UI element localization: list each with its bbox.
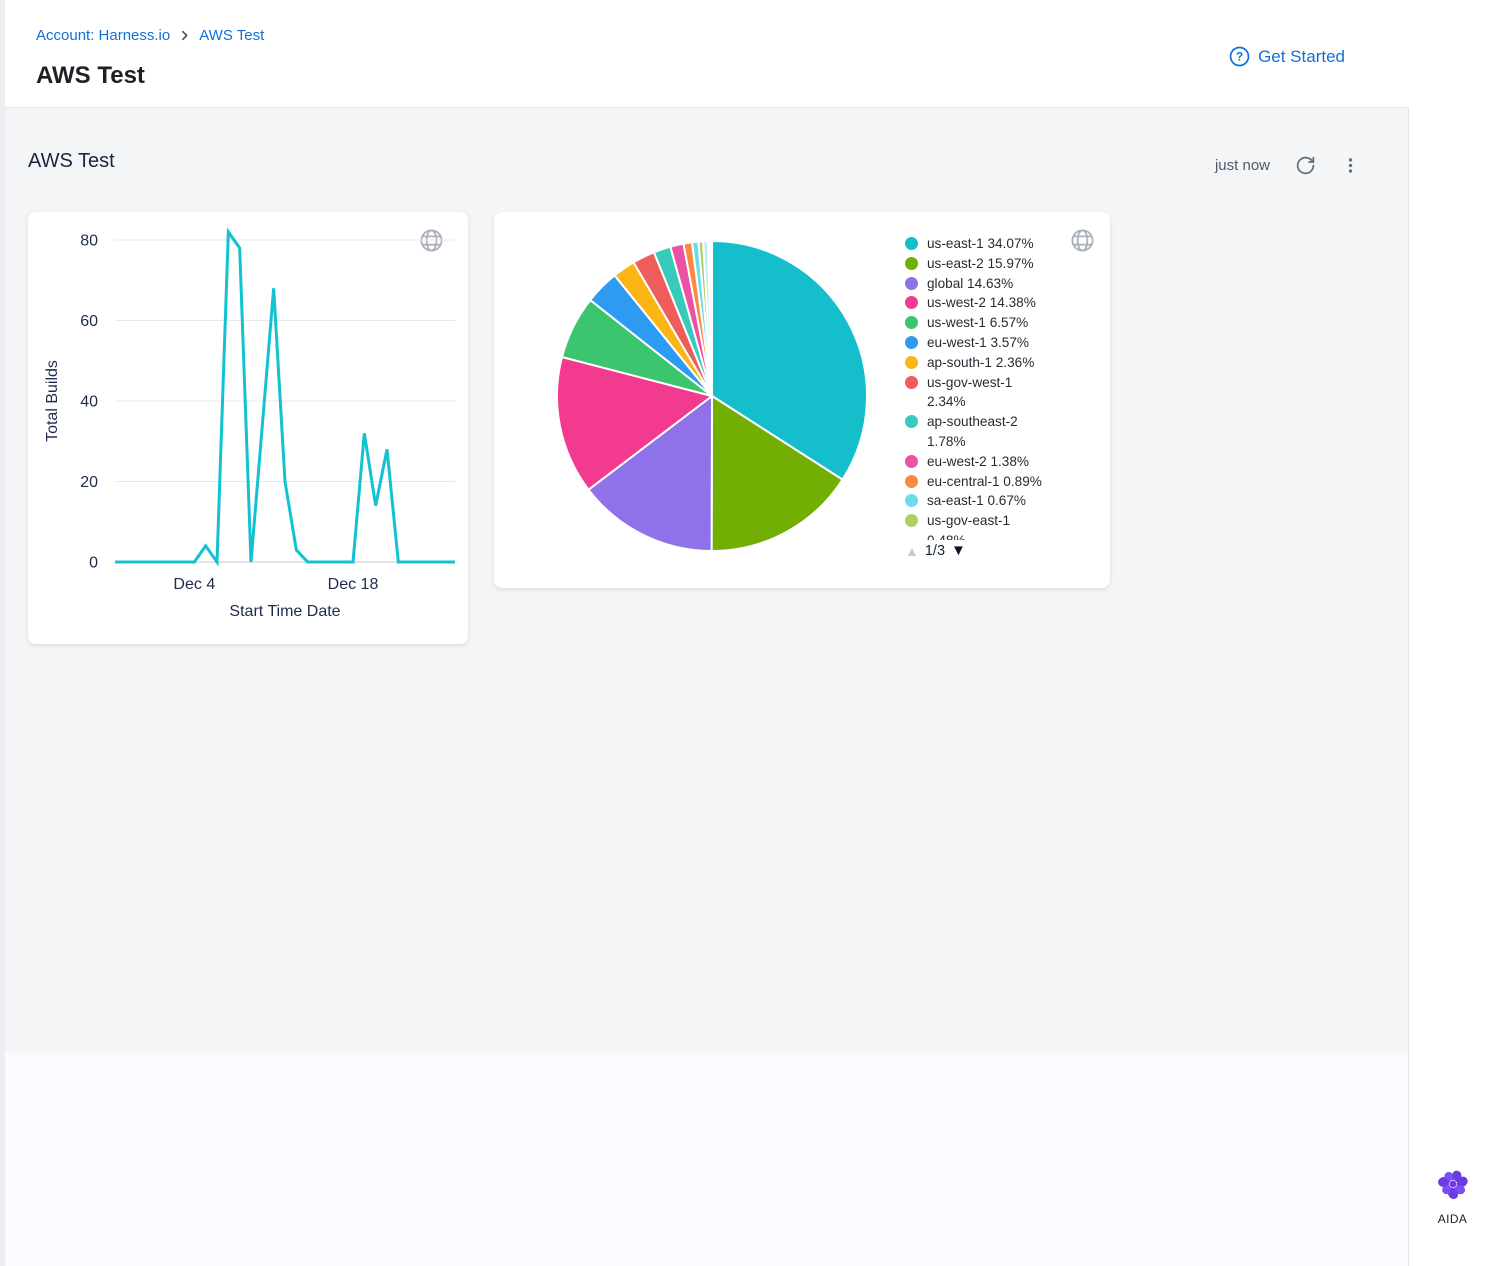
dashboard-actions: just now xyxy=(1215,152,1360,178)
legend-label: ap-south-1 2.36% xyxy=(927,354,1035,370)
chevron-right-icon xyxy=(178,29,191,42)
legend-item[interactable]: eu-central-1 0.89% xyxy=(905,472,1069,492)
legend-dot xyxy=(905,454,918,468)
svg-text:Start Time Date: Start Time Date xyxy=(229,603,340,620)
total-builds-chart-card: 0 20 40 60 80 Dec 4 Dec 18 Start Time Date Total… xyxy=(28,212,468,644)
legend-item[interactable]: sa-east-1 0.67% xyxy=(905,491,1069,511)
right-panel: AIDA xyxy=(1408,107,1496,1266)
last-refreshed-text: just now xyxy=(1214,156,1270,174)
legend-item[interactable]: us-west-1 6.57% xyxy=(905,313,1069,333)
legend-label: us-west-1 6.57% xyxy=(927,315,1029,331)
legend-item[interactable]: us-gov-east-10.48% xyxy=(905,511,1069,540)
svg-text:80: 80 xyxy=(80,233,98,250)
svg-text:Dec 4: Dec 4 xyxy=(173,576,215,593)
legend-label: eu-central-1 0.89% xyxy=(927,473,1042,489)
svg-text:Total Builds: Total Builds xyxy=(44,360,61,442)
canvas-footer-area xyxy=(5,1053,1408,1266)
legend-dot xyxy=(905,375,918,389)
legend-label: us-east-1 34.07% xyxy=(927,236,1034,251)
legend-item[interactable]: us-east-2 15.97% xyxy=(905,254,1069,274)
legend-pager: ▲ 1/3 ▼ xyxy=(905,542,966,559)
aida-label: AIDA xyxy=(1437,1212,1468,1226)
refresh-button[interactable] xyxy=(1295,155,1316,176)
breadcrumb: Account: Harness.io AWS Test xyxy=(36,27,264,44)
legend-dot xyxy=(905,494,918,508)
svg-text:40: 40 xyxy=(80,394,98,411)
svg-text:60: 60 xyxy=(80,313,98,330)
get-started-label: Get Started xyxy=(1258,46,1345,66)
legend-item[interactable]: ap-southeast-2 1.78% xyxy=(905,412,1069,452)
legend-dot xyxy=(905,276,918,290)
legend-dot xyxy=(905,474,918,488)
legend-dot xyxy=(905,316,918,330)
regions-pie-chart[interactable] xyxy=(554,238,870,554)
dashboard-canvas: AWS Test just now 0 20 40 60 80 Dec 4 Dec 18 St… xyxy=(5,108,1408,1053)
dashboard-title: AWS Test xyxy=(28,150,115,172)
legend-label: sa-east-1 0.67% xyxy=(927,493,1026,509)
legend-dot xyxy=(905,514,918,528)
page-header: Account: Harness.io AWS Test AWS Test ? … xyxy=(5,0,1496,107)
legend-page-indicator: 1/3 xyxy=(924,542,946,559)
legend-page-down-button[interactable]: ▼ xyxy=(951,542,966,559)
legend-label: eu-west-1 3.57% xyxy=(927,334,1030,350)
legend-item[interactable]: us-gov-west-1 2.34% xyxy=(905,373,1069,413)
legend-item[interactable]: us-east-1 34.07% xyxy=(905,234,1069,254)
legend-label: us-west-2 14.38% xyxy=(927,295,1036,311)
more-options-button[interactable] xyxy=(1341,156,1360,175)
regions-pie-chart-card: us-east-1 34.07% us-east-2 15.97% global 1… xyxy=(494,212,1110,588)
breadcrumb-current-link[interactable]: AWS Test xyxy=(199,27,265,44)
legend-dot xyxy=(905,237,918,250)
legend-label: us-gov-east-10.48% xyxy=(927,513,1011,540)
legend-dot xyxy=(905,256,918,270)
globe-icon xyxy=(1069,227,1096,259)
legend-label: eu-west-2 1.38% xyxy=(927,453,1030,469)
header-divider xyxy=(5,107,1409,108)
breadcrumb-account-link[interactable]: Account: Harness.io xyxy=(36,27,171,44)
nav-collapse-strip[interactable] xyxy=(0,0,5,1266)
svg-text:Dec 18: Dec 18 xyxy=(328,576,379,593)
legend-label: us-east-2 15.97% xyxy=(927,255,1034,271)
svg-text:?: ? xyxy=(1236,50,1243,64)
legend-label: us-gov-west-1 2.34% xyxy=(927,374,1013,410)
legend-label: global 14.63% xyxy=(927,275,1014,291)
legend-dot xyxy=(905,296,918,310)
legend-dot xyxy=(905,415,918,429)
total-builds-line-chart[interactable]: 0 20 40 60 80 Dec 4 Dec 18 Start Time Date Total… xyxy=(28,212,468,644)
get-started-link[interactable]: ? Get Started xyxy=(1229,46,1345,67)
svg-text:0: 0 xyxy=(89,555,98,572)
legend-item[interactable]: eu-west-2 1.38% xyxy=(905,452,1069,472)
legend-page-up-button[interactable]: ▲ xyxy=(905,542,919,559)
legend-label: ap-southeast-2 1.78% xyxy=(927,414,1018,449)
aida-icon xyxy=(1434,1165,1472,1208)
legend-item[interactable]: eu-west-1 3.57% xyxy=(905,333,1069,353)
pie-legend: us-east-1 34.07% us-east-2 15.97% global 1… xyxy=(905,234,1069,540)
legend-item[interactable]: us-west-2 14.38% xyxy=(905,293,1069,313)
help-icon: ? xyxy=(1229,46,1250,67)
legend-dot xyxy=(905,335,918,349)
legend-dot xyxy=(905,355,918,369)
page-title: AWS Test xyxy=(36,62,145,89)
legend-item[interactable]: global 14.63% xyxy=(905,274,1069,294)
aida-widget[interactable]: AIDA xyxy=(1409,1165,1496,1226)
svg-text:20: 20 xyxy=(80,474,98,491)
legend-item[interactable]: ap-south-1 2.36% xyxy=(905,353,1069,373)
